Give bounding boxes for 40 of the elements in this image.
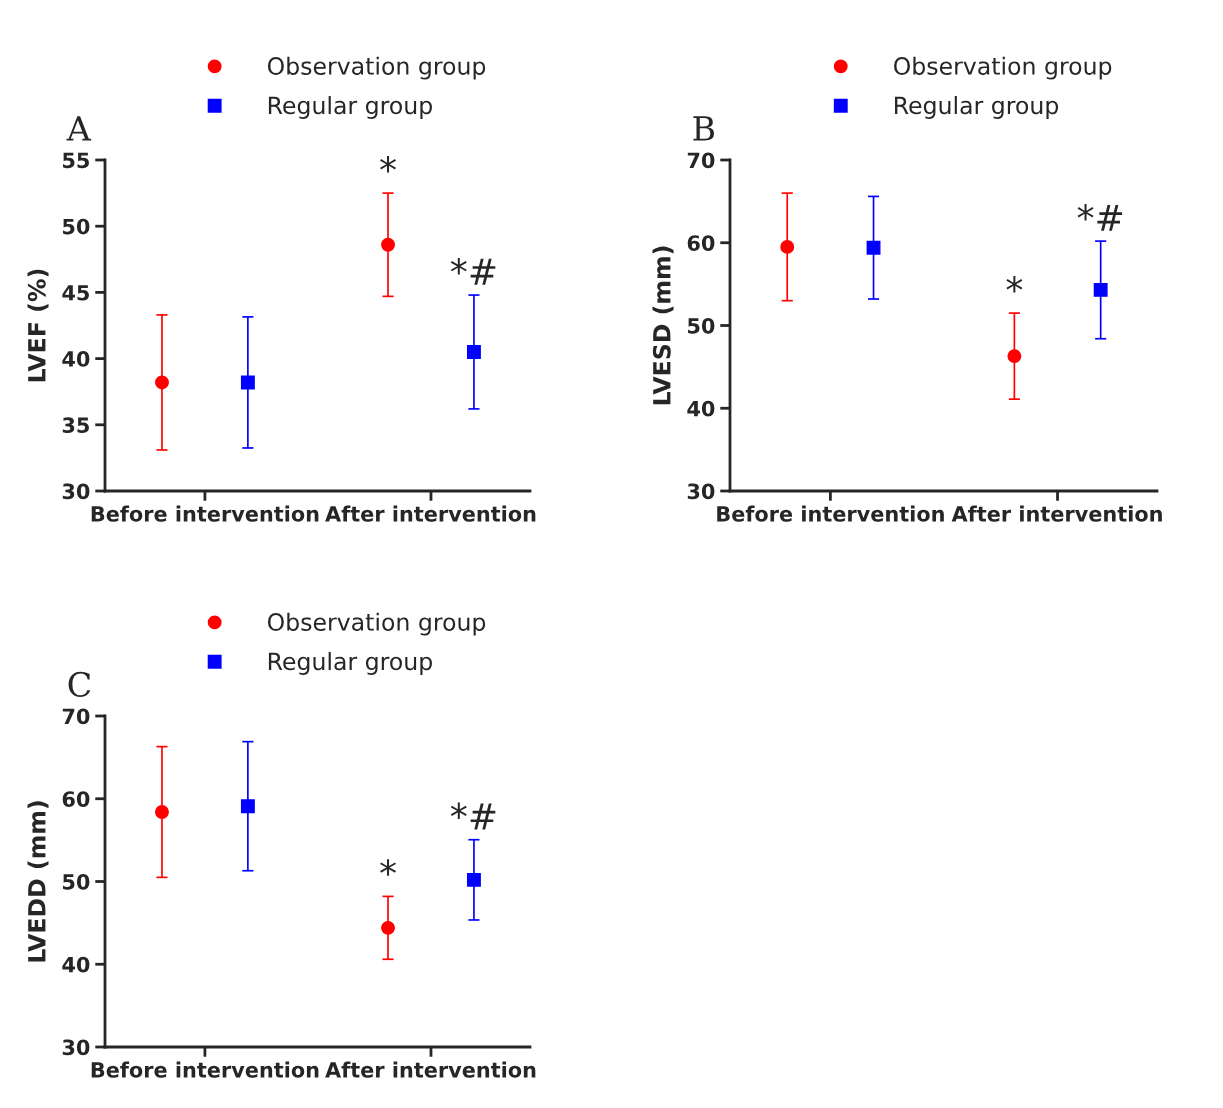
y-tick-label: 70 xyxy=(62,708,90,725)
chart-title: B xyxy=(693,116,715,141)
legend-label: Observation group xyxy=(894,56,1112,80)
x-tick-label: After intervention xyxy=(325,505,536,522)
annotation: *# xyxy=(450,802,496,830)
x-tick-label: After intervention xyxy=(325,1061,536,1078)
y-axis-title: LVEF (%) xyxy=(27,269,49,382)
y-tick-label: 50 xyxy=(63,873,90,890)
y-tick-label: 35 xyxy=(62,417,89,434)
y-tick-label: 30 xyxy=(62,483,90,500)
y-tick-label: 40 xyxy=(62,351,90,367)
y-axis-title: LVEDD (mm) xyxy=(27,801,49,962)
x-tick-label: Before intervention xyxy=(91,1061,319,1078)
legend-label: Regular group xyxy=(895,96,1059,119)
legend-label: Observation group xyxy=(267,56,486,80)
y-tick-label: 55 xyxy=(63,152,89,169)
y-tick-label: 50 xyxy=(688,317,715,334)
chart-title: A xyxy=(66,116,92,141)
legend-label: Regular group xyxy=(268,652,432,675)
y-axis-title: LVESD (mm) xyxy=(652,246,674,405)
y-tick-label: 30 xyxy=(62,1039,90,1056)
y-tick-label: 40 xyxy=(687,400,715,417)
x-tick-label: Before intervention xyxy=(91,505,319,522)
x-tick-label: Before intervention xyxy=(717,505,944,522)
y-tick-label: 60 xyxy=(687,235,715,251)
annotation: * xyxy=(380,859,396,876)
y-tick-label: 40 xyxy=(62,956,90,973)
y-tick-label: 60 xyxy=(62,791,90,807)
y-tick-label: 30 xyxy=(687,483,715,500)
annotation: * xyxy=(380,156,396,173)
legend-label: Observation group xyxy=(267,612,486,636)
annotation: *# xyxy=(1077,204,1123,231)
annotation: * xyxy=(1006,276,1023,293)
annotation: *# xyxy=(450,257,496,285)
y-tick-label: 45 xyxy=(62,285,89,301)
x-tick-label: After intervention xyxy=(951,505,1162,522)
chart-title: C xyxy=(68,671,91,698)
y-tick-label: 70 xyxy=(687,152,715,169)
y-tick-label: 50 xyxy=(63,218,90,235)
legend-label: Regular group xyxy=(268,96,432,119)
